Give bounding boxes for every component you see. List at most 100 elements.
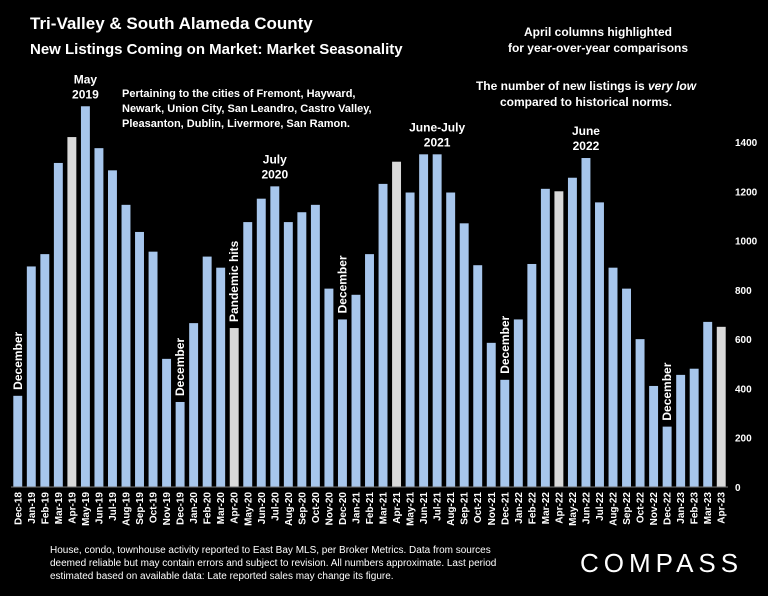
x-tick-label: Apr-21 [392,492,403,524]
bar-Apr-23 [716,326,726,487]
bar-Feb-20 [202,256,212,487]
x-tick-label: Oct-22 [636,492,647,524]
x-tick-label: Apr-23 [717,492,728,524]
y-tick-label: 1200 [735,187,758,198]
x-tick-label: Jul-22 [595,492,606,521]
annotation-label: December [173,338,187,396]
bar-May-20 [243,222,253,487]
bar-Jun-22 [581,158,591,487]
x-tick-label: Feb-23 [690,492,701,525]
bar-Mar-23 [703,321,713,487]
y-tick-label: 400 [735,384,752,395]
x-tick-label: Mar-21 [379,492,390,525]
footer: House, condo, townhouse activity reporte… [50,545,743,582]
footer-line-1: House, condo, townhouse activity reporte… [50,545,491,556]
bar-Jun-19 [94,148,104,487]
bar-Feb-21 [365,254,374,488]
x-tick-label: Jun-20 [257,492,268,525]
annotation-label: December [335,255,349,313]
bar-Apr-20 [229,328,239,487]
x-tick-label: May-21 [406,492,417,526]
bar-Aug-20 [283,222,293,487]
bar-Dec-20 [337,319,347,487]
bar-Apr-22 [554,191,564,488]
bar-Oct-21 [473,265,483,487]
x-tick-label: May-20 [243,492,254,526]
x-tick-label: Sep-22 [622,492,633,525]
x-tick-label: Dec-20 [338,492,349,525]
annotation-label: 2020 [261,167,288,181]
y-tick-label: 600 [735,335,752,346]
bar-Mar-22 [540,188,550,487]
annotation-label: 2021 [424,135,451,149]
bar-Jun-21 [419,154,429,487]
bar-Apr-19 [67,137,77,487]
x-tick-label: Dec-18 [13,492,24,525]
bar-Dec-19 [175,401,185,487]
x-tick-label: May-22 [568,492,579,526]
low-note-line-1: The number of new listings is very low [476,79,697,93]
bars [11,106,728,488]
bar-Nov-21 [486,342,496,487]
compass-logo: COMPASS [580,548,743,578]
bar-Jun-20 [256,198,266,487]
bar-May-22 [567,177,577,488]
x-tick-label: Aug-19 [121,492,132,526]
low-note-prefix: The number of new listings is [476,79,648,93]
bar-Nov-19 [162,358,172,487]
bar-Jul-20 [270,186,280,488]
bar-Feb-22 [527,263,537,487]
bar-Dec-18 [13,395,23,487]
y-tick-label: 0 [735,483,741,494]
bar-Mar-19 [53,162,63,487]
footer-line-3: estimated based on available data: Late … [50,571,394,582]
x-tick-label: Feb-21 [365,492,376,525]
y-tick-label: 200 [735,434,752,445]
x-tick-label: Jan-20 [189,492,200,524]
low-note-emphasis: very low [648,79,697,93]
highlight-note-line-2: for year-over-year comparisons [508,41,688,55]
bar-Jan-22 [513,319,523,487]
x-tick-label: Nov-19 [162,492,173,526]
x-tick-label: Sep-21 [460,492,471,525]
bar-Oct-22 [635,339,645,487]
x-tick-label: Jan-22 [514,492,525,524]
x-tick-label: Mar-20 [216,492,227,525]
chart-subtitle: New Listings Coming on Market: Market Se… [30,41,403,58]
bar-Oct-19 [148,251,158,487]
x-tick-label: Aug-22 [609,492,620,526]
bar-Sep-22 [622,288,631,488]
bar-Nov-22 [649,385,659,487]
annotation-label: 2019 [72,87,99,101]
annotation-label: May [74,72,98,86]
bar-Oct-20 [310,204,320,487]
bar-Feb-23 [689,368,699,487]
low-note-line-2: compared to historical norms. [500,95,672,109]
x-tick-label: Sep-19 [135,492,146,525]
x-tick-label: Jul-20 [270,492,281,521]
bar-Aug-22 [608,267,618,487]
right-notes: April columns highlighted for year-over-… [476,25,697,109]
y-axis: 0 200 400 600 800 1000 1200 1400 [735,138,758,494]
cities-note: Pertaining to the cities of Fremont, Hay… [122,88,372,130]
x-tick-label: Jan-19 [27,492,38,524]
x-tick-label: Dec-21 [500,492,511,525]
y-tick-label: 800 [735,286,752,297]
bar-Mar-20 [216,267,226,487]
bar-Jul-19 [108,170,117,487]
annotation-label: 2022 [573,139,600,153]
bar-Mar-21 [378,183,388,487]
cities-note-line-1: Pertaining to the cities of Fremont, Hay… [122,88,355,100]
bar-Jan-19 [26,266,36,487]
x-tick-label: Oct-20 [311,492,322,524]
x-tick-label: Jun-21 [419,492,430,525]
x-tick-label: Jul-19 [108,492,119,521]
x-tick-label: Oct-21 [473,492,484,524]
bar-May-21 [405,192,415,487]
annotation-label: December [498,315,512,373]
x-tick-label: Mar-19 [54,492,65,525]
x-tick-label: Dec-19 [176,492,187,525]
bar-Feb-19 [40,254,50,488]
